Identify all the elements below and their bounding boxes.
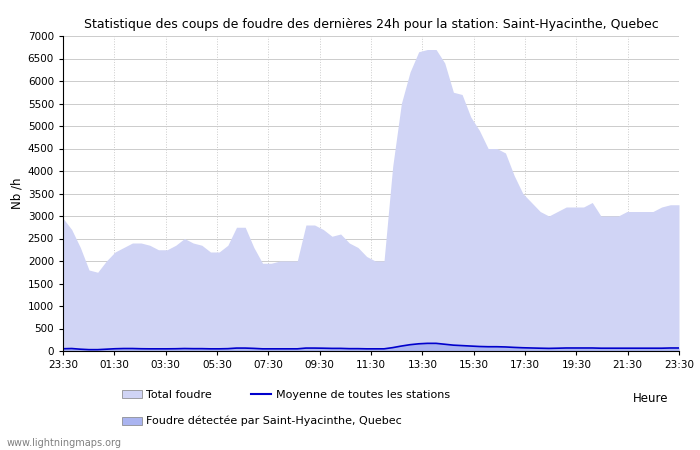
- Title: Statistique des coups de foudre des dernières 24h pour la station: Saint-Hyacint: Statistique des coups de foudre des dern…: [83, 18, 659, 31]
- Y-axis label: Nb /h: Nb /h: [10, 178, 24, 209]
- Legend: Total foudre, Moyenne de toutes les stations: Total foudre, Moyenne de toutes les stat…: [118, 385, 454, 404]
- Text: www.lightningmaps.org: www.lightningmaps.org: [7, 438, 122, 448]
- Legend: Foudre détectée par Saint-Hyacinthe, Quebec: Foudre détectée par Saint-Hyacinthe, Que…: [118, 412, 407, 431]
- Text: Heure: Heure: [633, 392, 668, 405]
